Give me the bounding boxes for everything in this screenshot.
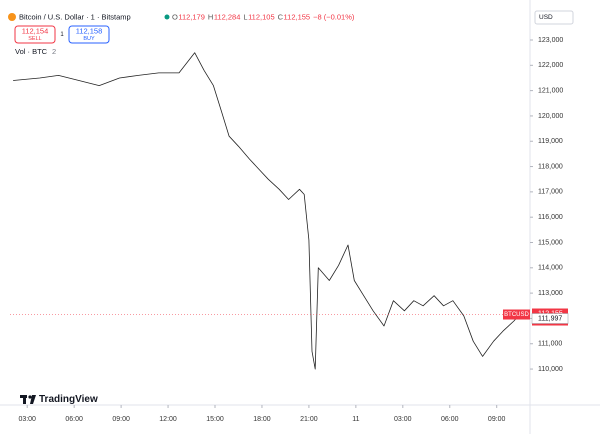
x-tick-label: 18:00 bbox=[253, 416, 271, 423]
marker-bg bbox=[531, 313, 569, 324]
ohlc-value: 112,105 bbox=[248, 12, 275, 21]
coin-icon bbox=[8, 13, 16, 21]
y-tick-label: 114,000 bbox=[538, 265, 563, 272]
ohlc-key: C bbox=[278, 12, 284, 21]
indicator-param: 2 bbox=[52, 47, 56, 56]
ohlc-key: H bbox=[208, 12, 213, 21]
y-tick-label: 123,000 bbox=[538, 37, 563, 44]
marker-label: 111,997 bbox=[538, 315, 562, 322]
x-tick-label: 09:00 bbox=[112, 416, 130, 423]
sell-button[interactable] bbox=[14, 25, 56, 44]
ohlc-key: L bbox=[243, 12, 247, 21]
currency-select[interactable] bbox=[534, 10, 574, 25]
y-tick-label: 116,000 bbox=[538, 214, 563, 221]
price-line bbox=[13, 52, 519, 370]
ohlc-value: 112,284 bbox=[214, 12, 241, 21]
ohlc-value: 112,155 bbox=[284, 12, 311, 21]
sell-label: SELL bbox=[28, 36, 41, 42]
y-tick-label: 122,000 bbox=[538, 62, 563, 69]
x-tick-label: 03:00 bbox=[18, 416, 36, 423]
change: −8 (−0.01%) bbox=[313, 12, 355, 21]
logo-mark bbox=[23, 395, 26, 404]
last-price-name: BTCUSD bbox=[504, 312, 529, 318]
y-tick-label: 120,000 bbox=[538, 113, 563, 120]
y-tick-label: 118,000 bbox=[538, 163, 563, 170]
ohlc-key: O bbox=[172, 12, 178, 21]
x-tick-label: 03:00 bbox=[394, 416, 412, 423]
logo-text: TradingView bbox=[39, 394, 98, 405]
logo: TradingView bbox=[20, 394, 98, 405]
currency: USD bbox=[539, 14, 553, 21]
x-tick-label: 09:00 bbox=[488, 416, 506, 423]
logo-mark bbox=[28, 395, 32, 399]
y-tick-label: 113,000 bbox=[538, 290, 563, 297]
y-tick-label: 121,000 bbox=[538, 87, 563, 94]
buy-price: 112,158 bbox=[76, 26, 103, 35]
y-tick-label: 111,000 bbox=[538, 341, 562, 348]
spread: 1 bbox=[60, 32, 64, 38]
y-tick-label: 119,000 bbox=[538, 138, 563, 145]
y-tick-label: 110,000 bbox=[538, 366, 563, 373]
logo-mark bbox=[30, 395, 36, 404]
x-tick-label: 15:00 bbox=[206, 416, 224, 423]
x-tick-label: 11 bbox=[352, 416, 359, 423]
last-price-name-bg bbox=[503, 309, 530, 320]
ohlc-row: O 112,179 H 112,284 L 112,105 C 112,155 −8 (−0.0… bbox=[172, 12, 355, 21]
sell-price: 112,154 bbox=[22, 26, 49, 35]
x-tick-label: 12:00 bbox=[159, 416, 177, 423]
symbol-title[interactable]: Bitcoin / U.S. Dollar · 1 · Bitstamp bbox=[19, 12, 131, 21]
x-tick-label: 06:00 bbox=[441, 416, 459, 423]
x-tick-label: 21:00 bbox=[300, 416, 318, 423]
buy-button[interactable] bbox=[68, 25, 110, 44]
y-tick-label: 115,000 bbox=[538, 239, 563, 246]
status-dot bbox=[164, 14, 170, 20]
ohlc-value: 112,179 bbox=[178, 12, 205, 21]
buy-label: BUY bbox=[83, 36, 95, 42]
indicator-name[interactable]: Vol · BTC bbox=[15, 47, 48, 56]
y-tick-label: 117,000 bbox=[538, 189, 563, 196]
x-tick-label: 06:00 bbox=[65, 416, 83, 423]
